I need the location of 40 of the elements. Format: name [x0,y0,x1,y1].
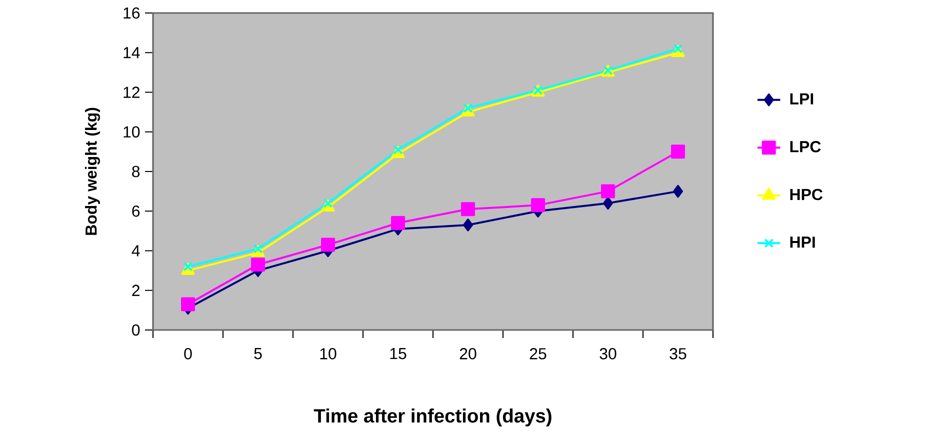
x-tick-label: 25 [530,348,546,360]
y-tick-label: 2 [132,284,140,296]
x-axis-title: Time after infection (days) [314,408,552,426]
x-tick-label: 30 [600,348,616,360]
point [391,216,405,230]
y-tick-label: 12 [124,86,140,98]
point [601,184,616,198]
point [673,184,684,198]
y-tick-label: 6 [132,205,140,217]
legend-label: LPI [790,93,814,104]
x-tick-label: 35 [670,348,686,360]
y-tick-label: 14 [124,47,140,58]
point [253,244,263,254]
y-tick-label: 8 [132,166,140,178]
point [671,144,686,159]
x-tick-label: 20 [460,348,476,360]
x-tick-label: 5 [254,348,262,360]
point [463,218,474,232]
point [603,196,614,210]
legend-label: LPC [790,141,821,152]
y-tick-label: 16 [124,7,140,19]
y-tick-label: 0 [132,324,140,336]
y-axis-title: Body weight (kg) [85,108,100,235]
x-tick-label: 15 [390,348,406,360]
point [321,238,336,252]
point [393,144,403,154]
y-tick-label: 10 [124,126,140,138]
point [323,198,333,208]
point [461,202,475,216]
x-tick-label: 0 [184,348,192,360]
point [531,198,546,212]
point [251,258,266,272]
y-tick-label: 4 [132,245,140,256]
point [181,297,195,312]
point [183,262,193,272]
legend-label: HPI [790,236,815,248]
point [673,44,683,54]
point [463,103,473,113]
legend-label: HPC [790,188,823,200]
x-tick-label: 10 [320,348,336,360]
